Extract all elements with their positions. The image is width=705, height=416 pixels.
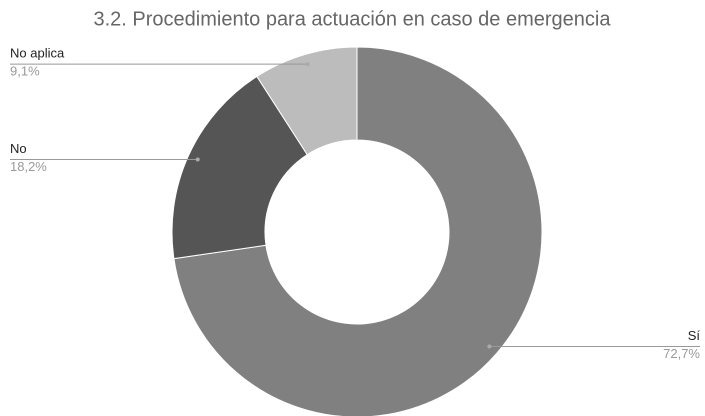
chart-title: 3.2. Procedimiento para actuación en cas…: [94, 8, 612, 30]
slice-label: No: [10, 141, 27, 156]
slice-value-label: 9,1%: [10, 64, 40, 79]
leader-dot: [487, 344, 492, 349]
slice: [256, 46, 358, 156]
leader-dot: [195, 157, 200, 162]
slice: [171, 75, 308, 260]
slice-value-label: 72,7%: [663, 346, 700, 361]
leader-dot: [305, 62, 310, 67]
slice-value-label: 18,2%: [10, 159, 47, 174]
slice-label: No aplica: [10, 46, 65, 61]
slice-label: Sí: [688, 328, 701, 343]
slice: [173, 46, 543, 416]
